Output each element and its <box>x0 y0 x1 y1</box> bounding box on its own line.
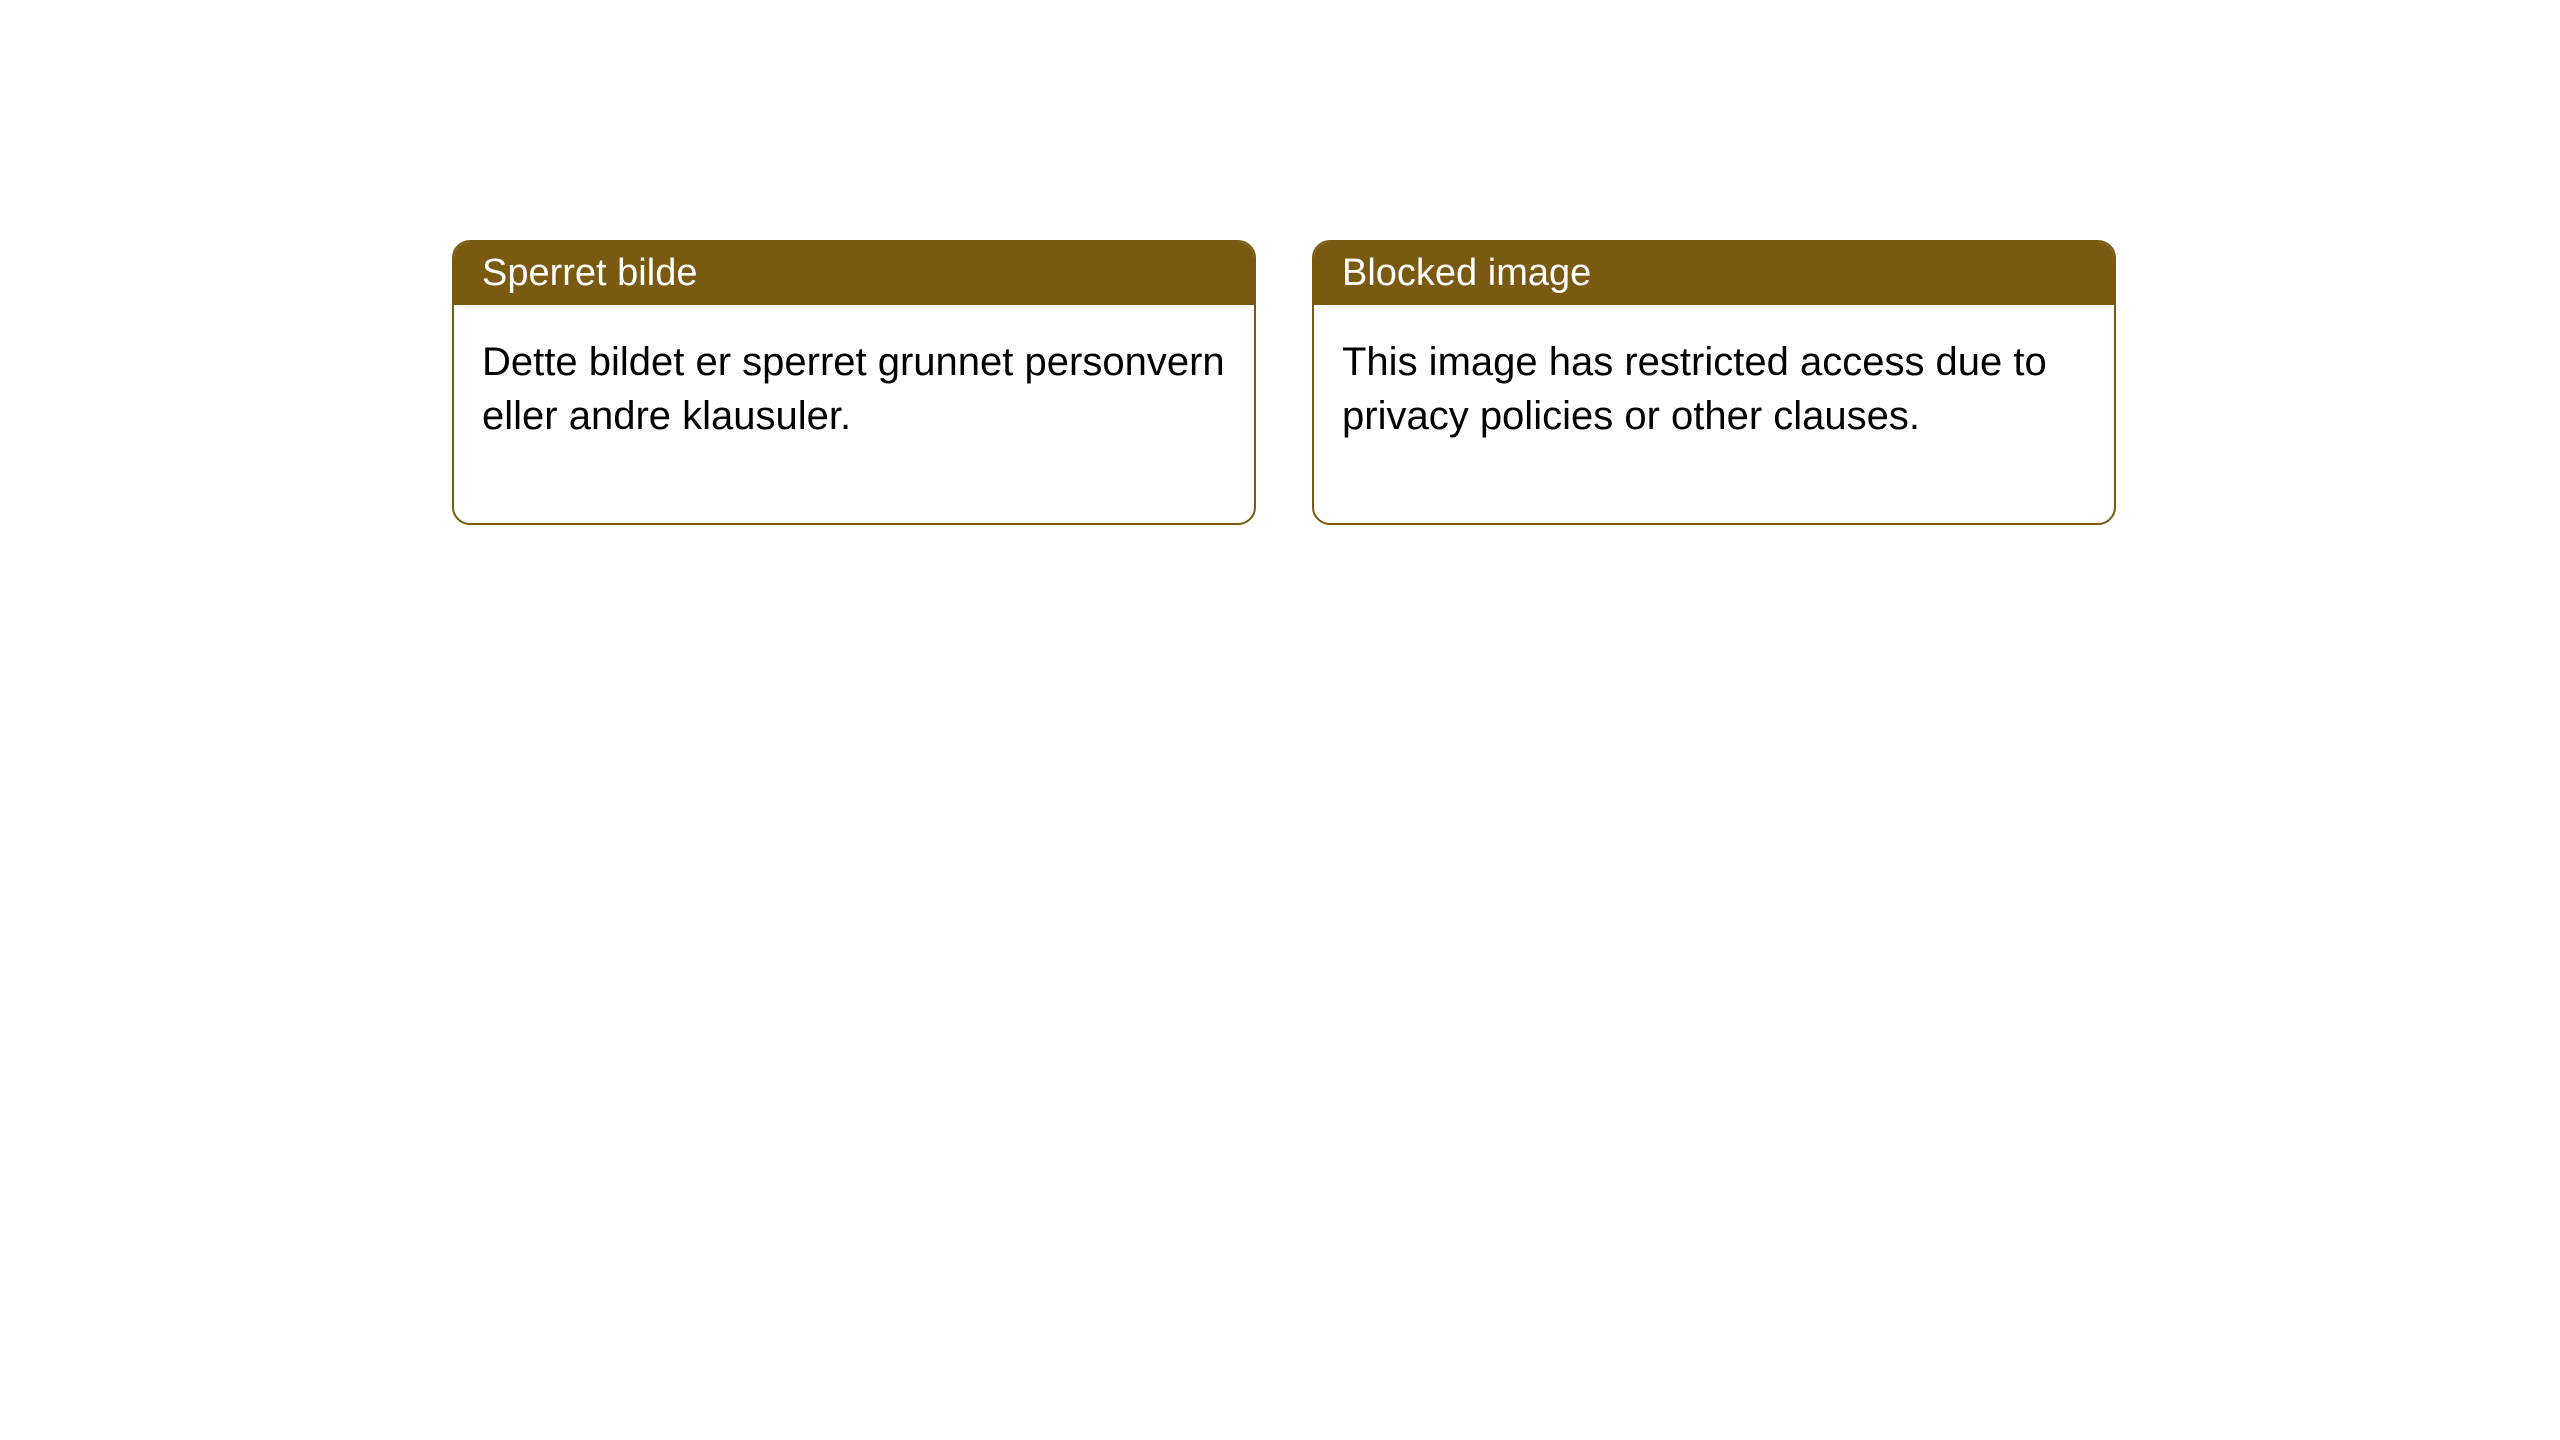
notice-header: Sperret bilde <box>454 242 1254 305</box>
notice-body: Dette bildet er sperret grunnet personve… <box>454 305 1254 523</box>
notice-card-norwegian: Sperret bilde Dette bildet er sperret gr… <box>452 240 1256 525</box>
notice-body: This image has restricted access due to … <box>1314 305 2114 523</box>
notice-header: Blocked image <box>1314 242 2114 305</box>
notice-card-english: Blocked image This image has restricted … <box>1312 240 2116 525</box>
notice-container: Sperret bilde Dette bildet er sperret gr… <box>452 240 2116 525</box>
